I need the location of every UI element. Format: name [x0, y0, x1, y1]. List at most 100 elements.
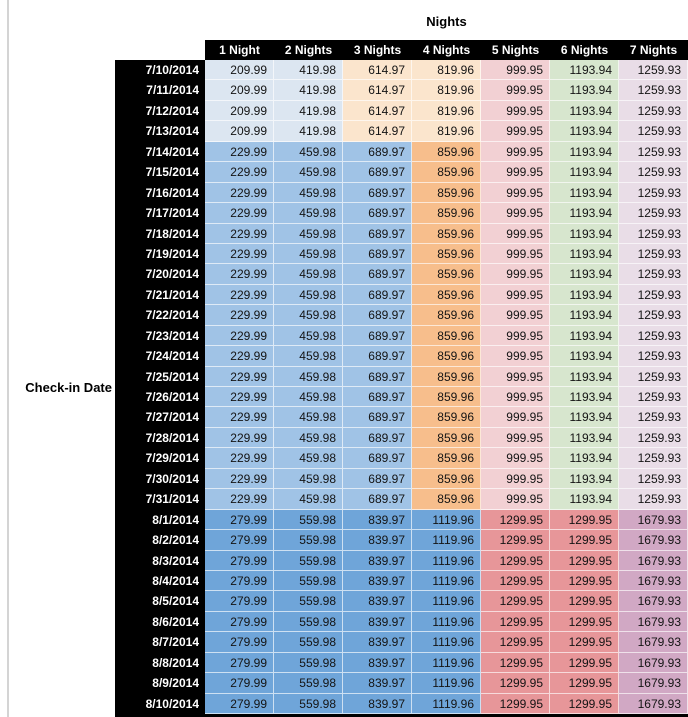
- price-cell[interactable]: 1299.95: [481, 673, 550, 694]
- price-cell[interactable]: 1259.93: [619, 448, 688, 469]
- price-cell[interactable]: 859.96: [412, 325, 481, 347]
- price-cell[interactable]: 559.98: [274, 550, 343, 571]
- price-cell[interactable]: 279.99: [205, 530, 274, 551]
- column-header-4-nights[interactable]: 4 Nights: [422, 43, 471, 57]
- price-cell[interactable]: 859.96: [412, 264, 481, 285]
- price-cell[interactable]: 459.98: [274, 305, 343, 326]
- price-cell[interactable]: 1299.95: [550, 632, 619, 653]
- checkin-date-cell[interactable]: 7/17/2014: [115, 203, 205, 224]
- price-cell[interactable]: 689.97: [343, 387, 412, 408]
- price-cell[interactable]: 689.97: [343, 366, 412, 387]
- price-cell[interactable]: 209.99: [205, 60, 274, 81]
- price-cell[interactable]: 1193.94: [550, 448, 619, 469]
- price-cell[interactable]: 1193.94: [550, 203, 619, 224]
- price-cell[interactable]: 1679.93: [619, 652, 688, 674]
- price-cell[interactable]: 1259.93: [619, 60, 688, 81]
- price-cell[interactable]: 229.99: [205, 264, 274, 285]
- price-cell[interactable]: 229.99: [205, 182, 274, 204]
- price-cell[interactable]: 999.95: [481, 346, 550, 367]
- price-cell[interactable]: 999.95: [481, 284, 550, 306]
- price-cell[interactable]: 1679.93: [619, 693, 688, 714]
- price-cell[interactable]: 689.97: [343, 203, 412, 224]
- checkin-date-cell[interactable]: 8/3/2014: [115, 550, 205, 571]
- price-cell[interactable]: 819.96: [412, 60, 481, 81]
- price-cell[interactable]: 859.96: [412, 243, 481, 265]
- price-cell[interactable]: 459.98: [274, 346, 343, 367]
- price-cell[interactable]: 459.98: [274, 203, 343, 224]
- price-cell[interactable]: 459.98: [274, 162, 343, 183]
- price-cell[interactable]: 279.99: [205, 591, 274, 612]
- checkin-date-cell[interactable]: 7/19/2014: [115, 243, 205, 265]
- price-cell[interactable]: 1259.93: [619, 305, 688, 326]
- price-cell[interactable]: 689.97: [343, 489, 412, 510]
- price-cell[interactable]: 859.96: [412, 407, 481, 428]
- checkin-date-cell[interactable]: 7/16/2014: [115, 182, 205, 204]
- price-cell[interactable]: 689.97: [343, 468, 412, 490]
- price-cell[interactable]: 1193.94: [550, 346, 619, 367]
- price-cell[interactable]: 459.98: [274, 448, 343, 469]
- price-cell[interactable]: 689.97: [343, 346, 412, 367]
- price-cell[interactable]: 1259.93: [619, 366, 688, 387]
- price-cell[interactable]: 839.97: [343, 509, 412, 531]
- checkin-date-cell[interactable]: 8/6/2014: [115, 611, 205, 633]
- price-cell[interactable]: 229.99: [205, 468, 274, 490]
- price-cell[interactable]: 999.95: [481, 387, 550, 408]
- price-cell[interactable]: 1259.93: [619, 427, 688, 449]
- price-cell[interactable]: 459.98: [274, 223, 343, 244]
- price-cell[interactable]: 1119.96: [412, 693, 481, 714]
- price-cell[interactable]: 1299.95: [481, 550, 550, 571]
- price-cell[interactable]: 1193.94: [550, 100, 619, 122]
- price-cell[interactable]: 1679.93: [619, 570, 688, 592]
- checkin-date-cell[interactable]: 7/22/2014: [115, 305, 205, 326]
- price-cell[interactable]: 1193.94: [550, 243, 619, 265]
- price-cell[interactable]: 1193.94: [550, 80, 619, 101]
- price-cell[interactable]: 419.98: [274, 121, 343, 142]
- price-cell[interactable]: 1119.96: [412, 652, 481, 674]
- price-cell[interactable]: 1119.96: [412, 673, 481, 694]
- price-cell[interactable]: 689.97: [343, 325, 412, 347]
- price-cell[interactable]: 689.97: [343, 243, 412, 265]
- price-cell[interactable]: 839.97: [343, 611, 412, 633]
- price-cell[interactable]: 1299.95: [550, 693, 619, 714]
- price-cell[interactable]: 229.99: [205, 141, 274, 163]
- price-cell[interactable]: 459.98: [274, 264, 343, 285]
- price-cell[interactable]: 999.95: [481, 468, 550, 490]
- price-cell[interactable]: 1259.93: [619, 141, 688, 163]
- price-cell[interactable]: 1259.93: [619, 284, 688, 306]
- price-cell[interactable]: 1193.94: [550, 60, 619, 81]
- price-cell[interactable]: 1119.96: [412, 530, 481, 551]
- price-cell[interactable]: 839.97: [343, 550, 412, 571]
- price-cell[interactable]: 209.99: [205, 80, 274, 101]
- price-cell[interactable]: 279.99: [205, 550, 274, 571]
- price-cell[interactable]: 229.99: [205, 305, 274, 326]
- price-cell[interactable]: 559.98: [274, 673, 343, 694]
- price-cell[interactable]: 999.95: [481, 427, 550, 449]
- price-cell[interactable]: 999.95: [481, 489, 550, 510]
- price-cell[interactable]: 229.99: [205, 243, 274, 265]
- price-cell[interactable]: 419.98: [274, 100, 343, 122]
- price-cell[interactable]: 559.98: [274, 570, 343, 592]
- price-cell[interactable]: 1679.93: [619, 632, 688, 653]
- price-cell[interactable]: 999.95: [481, 448, 550, 469]
- price-cell[interactable]: 459.98: [274, 284, 343, 306]
- price-cell[interactable]: 839.97: [343, 632, 412, 653]
- price-cell[interactable]: 999.95: [481, 203, 550, 224]
- checkin-date-cell[interactable]: 8/1/2014: [115, 509, 205, 531]
- checkin-date-cell[interactable]: 7/26/2014: [115, 387, 205, 408]
- price-cell[interactable]: 614.97: [343, 100, 412, 122]
- price-cell[interactable]: 859.96: [412, 427, 481, 449]
- price-cell[interactable]: 689.97: [343, 223, 412, 244]
- price-cell[interactable]: 1259.93: [619, 243, 688, 265]
- price-cell[interactable]: 1259.93: [619, 264, 688, 285]
- price-cell[interactable]: 614.97: [343, 80, 412, 101]
- price-cell[interactable]: 689.97: [343, 407, 412, 428]
- price-cell[interactable]: 1259.93: [619, 203, 688, 224]
- checkin-date-cell[interactable]: 8/5/2014: [115, 591, 205, 612]
- price-cell[interactable]: 1299.95: [550, 509, 619, 531]
- price-cell[interactable]: 559.98: [274, 693, 343, 714]
- price-cell[interactable]: 1259.93: [619, 80, 688, 101]
- price-cell[interactable]: 229.99: [205, 448, 274, 469]
- price-cell[interactable]: 1193.94: [550, 223, 619, 244]
- price-cell[interactable]: 459.98: [274, 243, 343, 265]
- price-cell[interactable]: 229.99: [205, 203, 274, 224]
